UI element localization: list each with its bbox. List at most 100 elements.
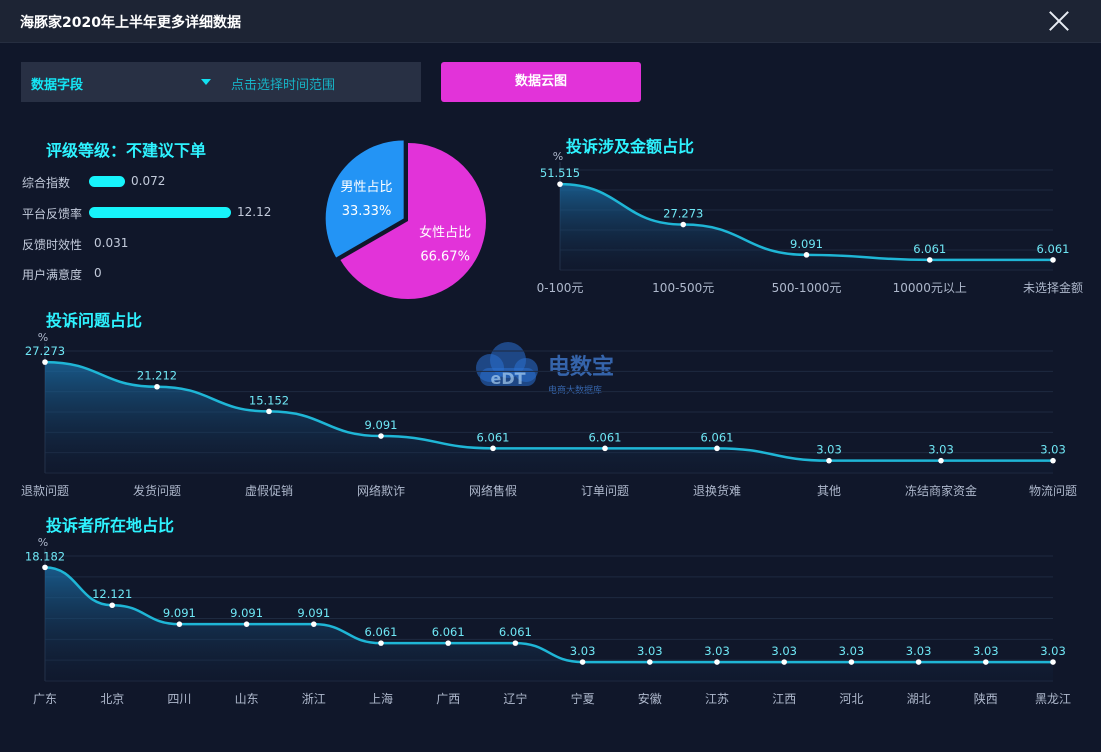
data-label: 3.03 bbox=[771, 644, 797, 658]
data-point bbox=[1050, 257, 1056, 263]
x-tick-label: 物流问题 bbox=[1029, 484, 1077, 498]
data-point bbox=[154, 383, 160, 390]
window-title: 海豚家2020年上半年更多详细数据 bbox=[20, 15, 241, 31]
x-tick-label: 辽宁 bbox=[503, 691, 527, 706]
x-tick-label: 退换货难 bbox=[693, 483, 741, 498]
x-tick-label: 10000元以上 bbox=[893, 281, 967, 295]
data-label: 6.061 bbox=[477, 430, 510, 444]
data-point bbox=[311, 621, 317, 627]
data-label: 3.03 bbox=[637, 644, 663, 658]
watermark-text: 电数宝 bbox=[548, 354, 614, 380]
data-label: 6.061 bbox=[499, 625, 532, 639]
pie-slice bbox=[325, 140, 404, 258]
series-line bbox=[44, 360, 1053, 462]
data-label: 6.061 bbox=[365, 625, 398, 639]
title-bar: 海豚家2020年上半年更多详细数据 bbox=[0, 0, 1101, 43]
data-label: 6.061 bbox=[701, 430, 734, 444]
data-label: 3.03 bbox=[1040, 443, 1066, 457]
amount-chart: 51.515 0-100元 27.273 100-500元 9.091 500-1000元… bbox=[537, 137, 1083, 295]
x-tick-label: 江苏 bbox=[705, 692, 729, 706]
data-point bbox=[680, 221, 687, 228]
data-point bbox=[378, 433, 384, 439]
data-point bbox=[926, 257, 933, 263]
close-icon[interactable] bbox=[1047, 9, 1071, 33]
metric-label: 平台反馈率 bbox=[22, 207, 83, 221]
data-label: 21.212 bbox=[137, 369, 177, 383]
filter-bar: 数据字段 点击选择时间范围 bbox=[21, 62, 611, 102]
data-label: 9.091 bbox=[790, 237, 823, 251]
x-tick-label: 四川 bbox=[167, 692, 191, 706]
problem-chart: 27.273 退款问题 21.212 发货问题 15.152 虚假促销 9.091 网络欺诈 6… bbox=[21, 311, 1077, 498]
pie-value-label: 66.67% bbox=[420, 249, 470, 264]
y-axis-unit: % bbox=[553, 150, 563, 163]
data-label: 27.273 bbox=[663, 207, 703, 221]
rating-title: 评级等级：不建议下单 bbox=[46, 141, 207, 160]
data-point bbox=[714, 659, 720, 665]
pie-slice bbox=[340, 143, 486, 299]
area-fill bbox=[45, 362, 1053, 473]
metric-value: 0 bbox=[94, 266, 102, 280]
data-label: 9.091 bbox=[365, 418, 398, 432]
x-tick-label: 黑龙江 bbox=[1035, 692, 1071, 706]
data-label: 3.03 bbox=[928, 443, 954, 457]
x-tick-label: 广东 bbox=[33, 692, 57, 706]
series-line bbox=[44, 566, 1053, 664]
data-point bbox=[848, 659, 855, 665]
watermark-subtitle: 电商大数据库 bbox=[548, 384, 602, 396]
x-tick-label: 订单问题 bbox=[581, 484, 629, 498]
data-cloud-button[interactable]: 数据云图 bbox=[441, 62, 641, 102]
field-select[interactable]: 数据字段 bbox=[21, 62, 221, 102]
x-tick-label: 其他 bbox=[817, 484, 841, 498]
data-point bbox=[983, 659, 989, 665]
data-point bbox=[781, 659, 787, 665]
data-label: 3.03 bbox=[1040, 644, 1066, 658]
y-axis-unit: % bbox=[38, 331, 48, 344]
x-tick-label: 江西 bbox=[772, 692, 796, 706]
x-tick-label: 广西 bbox=[436, 692, 460, 706]
data-label: 9.091 bbox=[230, 606, 263, 620]
data-point bbox=[512, 640, 519, 646]
data-point bbox=[176, 621, 183, 627]
data-label: 3.03 bbox=[570, 644, 596, 658]
data-label: 15.152 bbox=[249, 393, 289, 407]
chart-title: 投诉者所在地占比 bbox=[46, 516, 174, 535]
data-label: 3.03 bbox=[704, 644, 730, 658]
area-fill bbox=[560, 184, 1053, 270]
data-label: 18.182 bbox=[25, 549, 65, 563]
metric-value: 0.031 bbox=[94, 236, 129, 250]
data-point bbox=[378, 640, 384, 646]
data-label: 3.03 bbox=[973, 644, 999, 658]
data-label: 3.03 bbox=[906, 644, 932, 658]
data-point bbox=[803, 252, 810, 258]
data-point bbox=[445, 640, 452, 646]
y-axis-unit: % bbox=[38, 536, 48, 549]
metric-bar bbox=[89, 207, 231, 218]
data-label: 6.061 bbox=[913, 242, 946, 256]
data-point bbox=[243, 621, 250, 627]
data-label: 9.091 bbox=[297, 606, 330, 620]
data-point bbox=[579, 659, 586, 665]
x-tick-label: 安徽 bbox=[638, 691, 662, 706]
data-point bbox=[490, 445, 496, 452]
data-label: 6.061 bbox=[1037, 242, 1070, 256]
caret-down-icon bbox=[201, 79, 211, 85]
data-point bbox=[602, 445, 608, 452]
metric-label: 综合指数 bbox=[22, 176, 71, 190]
area-fill bbox=[45, 567, 1053, 681]
data-point bbox=[42, 359, 48, 365]
data-point bbox=[1050, 659, 1056, 665]
x-tick-label: 湖北 bbox=[907, 691, 931, 706]
data-label: 9.091 bbox=[163, 606, 196, 620]
data-label: 12.121 bbox=[92, 587, 132, 601]
time-range-select[interactable]: 点击选择时间范围 bbox=[221, 62, 611, 102]
data-point bbox=[647, 659, 653, 665]
time-range-label: 点击选择时间范围 bbox=[231, 78, 336, 93]
metric-label: 用户满意度 bbox=[22, 268, 83, 282]
x-tick-label: 冻结商家资金 bbox=[905, 483, 977, 498]
x-tick-label: 河北 bbox=[839, 692, 863, 706]
x-tick-label: 100-500元 bbox=[652, 281, 714, 295]
x-tick-label: 发货问题 bbox=[133, 483, 181, 498]
metric-value: 12.12 bbox=[237, 205, 272, 219]
x-tick-label: 网络售假 bbox=[469, 483, 517, 498]
x-tick-label: 未选择金额 bbox=[1023, 280, 1083, 295]
